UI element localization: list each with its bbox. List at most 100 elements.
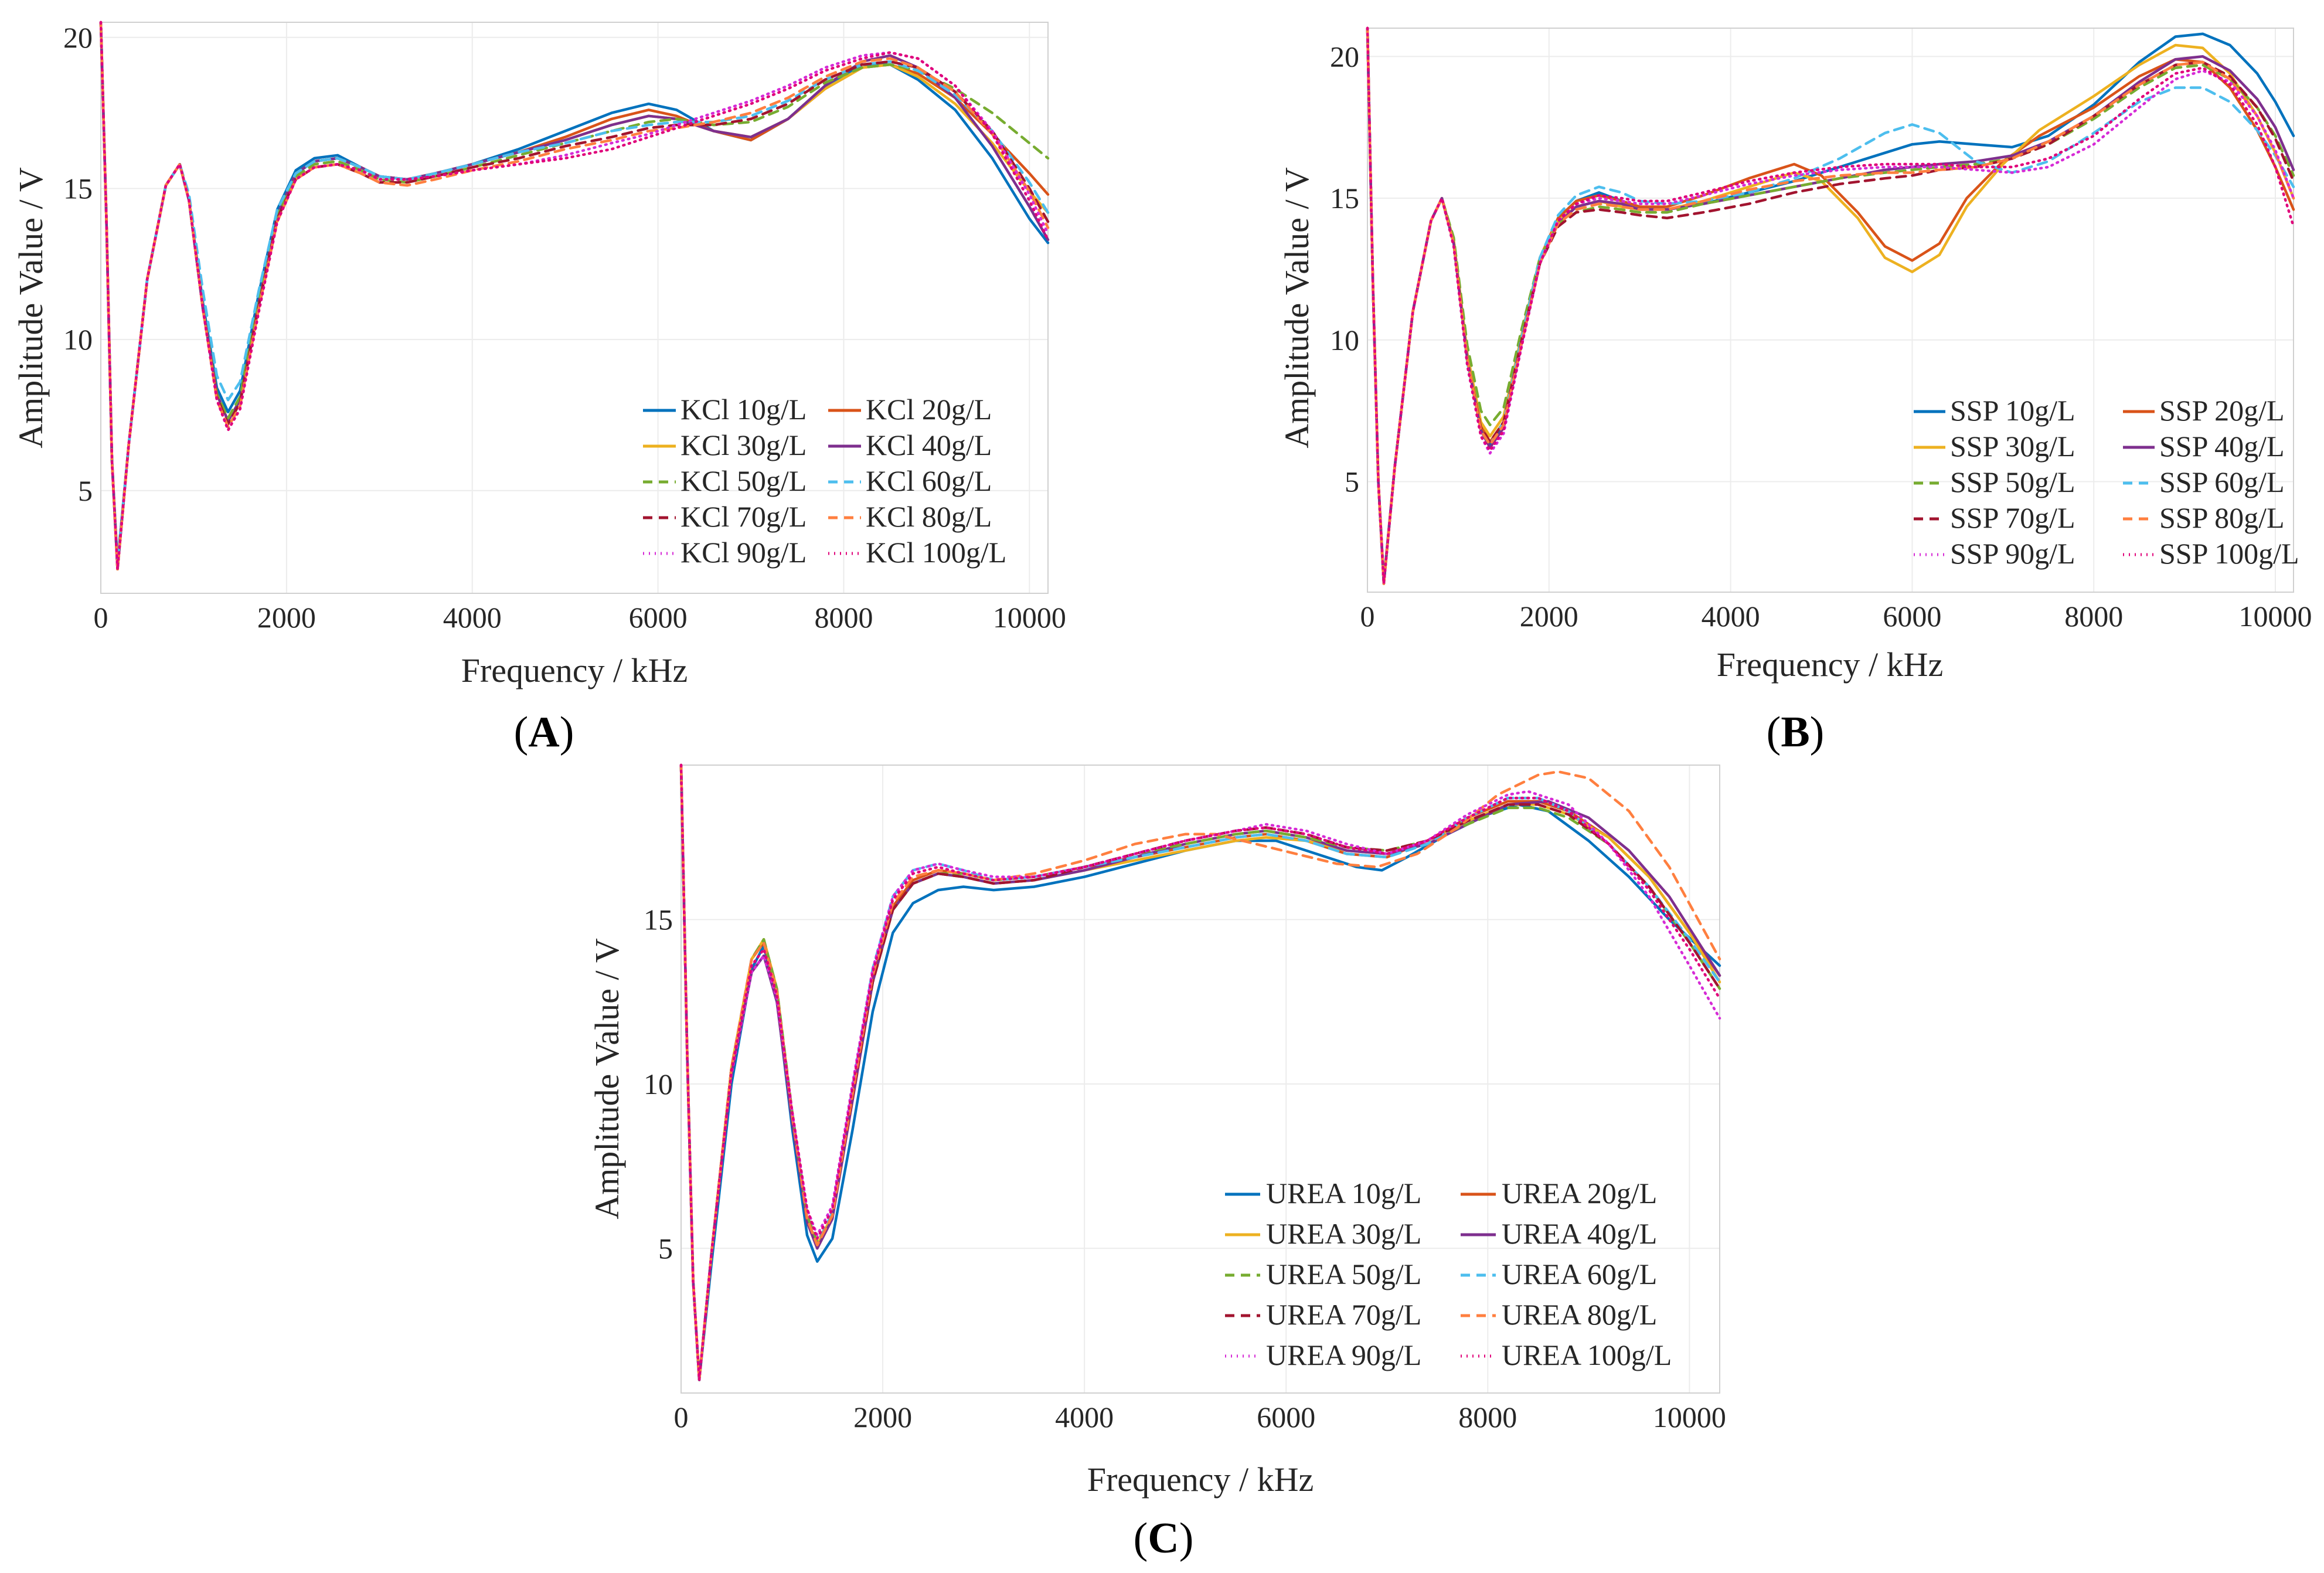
chart-c-x-tick-label: 4000 <box>1055 1401 1114 1433</box>
chart-c-legend: UREA 10g/L UREA 20g/L UREA 30g/L UREA 40g/L… <box>1225 1177 1672 1371</box>
chart-b-y-tick-label: 10 <box>1330 324 1359 356</box>
chart-a-legend-label: KCl 60g/L <box>866 464 992 497</box>
chart-b-x-tick-label: 10000 <box>2239 600 2312 633</box>
chart-b-series-line-1 <box>1366 26 2295 582</box>
chart-b-ticks: 0 2000 4000 6000 8000 10000 5 10 15 20 <box>1330 40 2312 633</box>
chart-c-series-line-8 <box>679 763 1721 1381</box>
chart-a-x-tick-label: 10000 <box>993 601 1066 634</box>
chart-b-panel-label-letter: B <box>1781 708 1809 756</box>
chart-c-series-line-10 <box>679 763 1721 1381</box>
chart-b-grid <box>1367 28 2294 592</box>
chart-b-y-tick-label: 5 <box>1345 465 1359 498</box>
chart-a-x-tick-label: 0 <box>94 601 108 634</box>
chart-c-series <box>679 763 1721 1381</box>
chart-b-x-tick-label: 8000 <box>2064 600 2123 633</box>
chart-a-legend-label: KCl 70g/L <box>680 500 807 533</box>
chart-b-x-tick-label: 0 <box>1360 600 1375 633</box>
chart-a-frame <box>100 22 1049 594</box>
chart-b-series <box>1366 26 2295 585</box>
chart-c-panel-label: (C) <box>1134 1514 1194 1562</box>
chart-a-series-line-10 <box>99 21 1050 571</box>
chart-c-legend-label: UREA 30g/L <box>1266 1217 1421 1250</box>
chart-b-x-tick-label: 4000 <box>1702 600 1760 633</box>
chart-a-y-tick-label: 10 <box>63 323 93 356</box>
chart-panel-b: 0 2000 4000 6000 8000 10000 5 10 15 20 Frequency … <box>1278 26 2312 756</box>
chart-a-y-tick-label: 15 <box>63 172 93 205</box>
chart-b-x-axis-label: Frequency / kHz <box>1717 645 1944 684</box>
chart-a-y-axis-label: Amplitude Value / V <box>12 167 50 449</box>
chart-c-y-axis-label: Amplitude Value / V <box>588 938 626 1219</box>
chart-c-y-tick-label: 15 <box>644 903 673 936</box>
chart-c-legend-label: UREA 20g/L <box>1502 1177 1657 1210</box>
chart-b-series-line-4 <box>1366 26 2295 585</box>
chart-c-series-line-9 <box>679 763 1721 1381</box>
chart-b-legend-label: SSP 50g/L <box>1950 466 2075 498</box>
chart-a-legend-label: KCl 10g/L <box>680 393 807 426</box>
chart-a-legend-label: KCl 40g/L <box>866 429 992 461</box>
chart-a-legend-label: KCl 30g/L <box>680 429 807 461</box>
chart-c-legend-label: UREA 50g/L <box>1266 1258 1421 1290</box>
chart-b-series-line-6 <box>1366 26 2295 585</box>
chart-a-legend-label: KCl 50g/L <box>680 464 807 497</box>
chart-b-x-tick-label: 2000 <box>1520 600 1578 633</box>
chart-a-panel-label-letter: A <box>528 708 559 756</box>
chart-a-grid <box>100 22 1048 593</box>
chart-c-series-line-7 <box>679 763 1721 1381</box>
chart-a-ticks: 0 2000 4000 6000 8000 10000 5 10 15 20 <box>63 21 1066 634</box>
chart-a-x-tick-label: 4000 <box>443 601 502 634</box>
chart-c-x-tick-label: 6000 <box>1257 1401 1315 1433</box>
chart-panel-a: 0 2000 4000 6000 8000 10000 5 10 15 20 Frequency … <box>12 21 1066 756</box>
chart-a-x-tick-label: 2000 <box>257 601 316 634</box>
chart-a-series <box>99 21 1050 571</box>
chart-a-panel-label-close: ) <box>560 708 574 756</box>
chart-c-x-tick-label: 0 <box>674 1401 689 1433</box>
chart-c-x-tick-label: 10000 <box>1653 1401 1726 1433</box>
chart-a-y-tick-label: 5 <box>78 474 93 507</box>
chart-c-series-line-6 <box>679 763 1721 1381</box>
chart-b-frame <box>1367 28 2294 593</box>
chart-b-y-tick-label: 15 <box>1330 182 1359 215</box>
chart-a-x-tick-label: 8000 <box>814 601 873 634</box>
chart-b-legend-label: SSP 70g/L <box>1950 501 2075 534</box>
chart-a-y-tick-label: 20 <box>63 21 93 54</box>
chart-a-legend-label: KCl 20g/L <box>866 393 992 426</box>
chart-a-legend-label: KCl 90g/L <box>680 536 807 569</box>
chart-b-legend-label: SSP 80g/L <box>2159 501 2285 534</box>
chart-b-x-tick-label: 6000 <box>1883 600 1941 633</box>
chart-c-legend-label: UREA 40g/L <box>1502 1217 1657 1250</box>
chart-b-series-line-3 <box>1366 26 2295 585</box>
chart-a-x-tick-label: 6000 <box>629 601 688 634</box>
chart-b-legend-label: SSP 60g/L <box>2159 466 2285 498</box>
chart-a-x-axis-label: Frequency / kHz <box>461 651 688 689</box>
chart-b-panel-label: (B) <box>1767 708 1825 756</box>
chart-b-legend-label: SSP 30g/L <box>1950 430 2075 463</box>
chart-b-legend-label: SSP 20g/L <box>2159 394 2285 427</box>
chart-c-legend-label: UREA 80g/L <box>1502 1298 1657 1331</box>
chart-b-y-axis-label: Amplitude Value / V <box>1278 167 1316 449</box>
chart-b-panel-label-close: ) <box>1810 708 1825 756</box>
chart-c-y-tick-label: 10 <box>644 1068 673 1100</box>
chart-b-panel-label-open: ( <box>1767 708 1781 756</box>
chart-b-legend-label: SSP 100g/L <box>2159 537 2299 570</box>
chart-c-x-tick-label: 8000 <box>1458 1401 1517 1433</box>
chart-c-legend-label: UREA 90g/L <box>1266 1338 1421 1371</box>
chart-b-series-line-7 <box>1366 26 2295 585</box>
chart-c-legend-label: UREA 100g/L <box>1502 1338 1672 1371</box>
chart-b-series-line-5 <box>1366 26 2295 585</box>
chart-c-legend-label: UREA 70g/L <box>1266 1298 1421 1331</box>
chart-b-legend-label: SSP 10g/L <box>1950 394 2075 427</box>
chart-a-panel-label-open: ( <box>514 708 529 756</box>
chart-a-series-line-6 <box>99 21 1050 565</box>
chart-c-panel-label-open: ( <box>1134 1514 1148 1562</box>
chart-c-legend-label: UREA 60g/L <box>1502 1258 1657 1290</box>
chart-c-panel-label-letter: C <box>1148 1514 1179 1562</box>
chart-b-legend-label: SSP 90g/L <box>1950 537 2075 570</box>
chart-c-x-axis-label: Frequency / kHz <box>1087 1460 1314 1499</box>
chart-c-legend-label: UREA 10g/L <box>1266 1177 1421 1210</box>
chart-c-ticks: 0 2000 4000 6000 8000 10000 5 10 15 <box>644 903 1726 1433</box>
chart-b-series-line-2 <box>1366 26 2295 585</box>
chart-panel-c: 0 2000 4000 6000 8000 10000 5 10 15 Frequency / … <box>588 763 1726 1562</box>
